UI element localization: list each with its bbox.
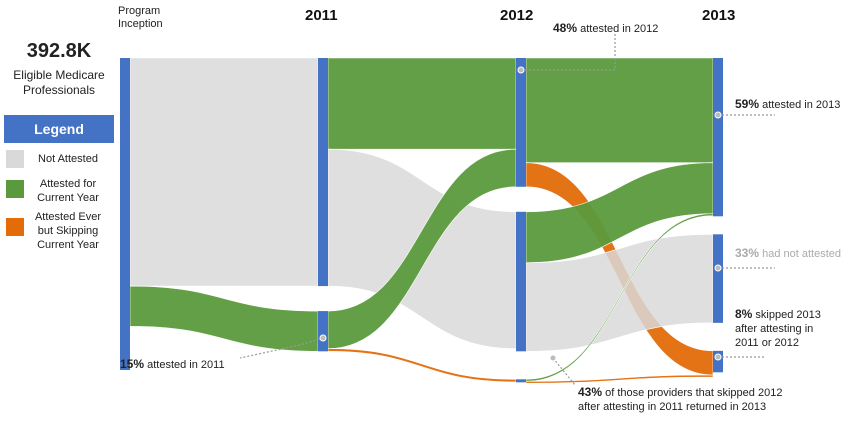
annotation-2013-not-attested-text: had not attested (762, 248, 841, 260)
annotation-2013-skipped-line2: after attesting in (735, 323, 814, 335)
sankey-link-1 (129, 285, 319, 352)
total-value: 392.8K (26, 40, 92, 62)
legend-label-not-attested-line1: Not Attested (38, 153, 98, 165)
leader-dot-2 (714, 111, 722, 119)
sankey-node-2011-att (318, 311, 328, 352)
annotation-2011: 15% attested in 2011 (120, 357, 225, 372)
stage-label-2011: 2011 (305, 7, 338, 24)
annotation-2013-not-attested: 33% had not attested (735, 246, 841, 261)
stage-label-inception-line2: Inception (118, 18, 163, 30)
annotation-2013-not-attested-pct: 33% (735, 246, 760, 260)
leader-line-0 (239, 337, 324, 359)
sankey-node-2013-att (713, 58, 723, 217)
annotation-2013-attested: 59% attested in 2013 (735, 97, 840, 112)
sankey-node-2013-not (713, 234, 723, 323)
annotation-2013-skipped: 8% skipped 2013 after attesting in 2011 … (735, 307, 821, 350)
legend-swatch-attested (6, 180, 24, 198)
stage-label-inception-line1: Program (118, 5, 161, 17)
leader-dot-4 (714, 353, 722, 361)
sankey-link-5 (327, 348, 517, 383)
stage-label-2013: 2013 (702, 7, 736, 24)
sankey-node-2013-skip (713, 350, 723, 373)
leader-line-1 (521, 34, 616, 71)
sankey-node-inception (120, 58, 130, 370)
stage-label-2012: 2012 (500, 7, 534, 24)
legend-label-skipped-line3: Current Year (37, 239, 99, 251)
annotation-2011-text: attested in 2011 (147, 359, 225, 371)
sankey-link-6 (525, 57, 714, 163)
leader-dot-3 (714, 264, 722, 272)
total-label-line2: Professionals (22, 83, 96, 97)
sankey-link-4 (327, 148, 517, 349)
legend-label-attested-line1: Attested for (39, 178, 97, 190)
legend-title: Legend (4, 115, 114, 143)
annotation-returned: 43% of those providers that skipped 2012… (578, 385, 782, 414)
leader-dot-0 (319, 334, 327, 342)
legend-label-skipped-line2: but Skipping (37, 225, 99, 237)
sankey-link-0 (129, 57, 319, 287)
sankey-link-11 (525, 374, 714, 384)
annotation-2012-pct: 48% (553, 21, 578, 35)
sankey-node-2012-not (516, 211, 526, 352)
annotation-2011-pct: 15% (120, 357, 145, 371)
legend-label-not-attested: Not Attested (28, 152, 108, 166)
annotation-2013-skipped-pct: 8% (735, 307, 753, 321)
annotation-2013-attested-text: attested in 2013 (762, 99, 841, 111)
stage-label-inception: Program Inception (118, 5, 163, 31)
sankey-node-2012-att (516, 58, 526, 187)
leader-line-5 (552, 357, 576, 386)
annotation-2012: 48% attested in 2012 (553, 21, 658, 36)
annotation-2012-text: attested in 2012 (580, 23, 659, 35)
total-label-line1: Eligible Medicare (13, 68, 105, 82)
legend-swatch-skipped (6, 218, 24, 236)
legend-label-attested: Attested for Current Year (28, 177, 108, 205)
legend-label-attested-line2: Current Year (37, 192, 99, 204)
annotation-returned-text: of those providers that skipped 2012 (605, 387, 783, 399)
annotation-2013-skipped-line3: 2011 or 2012 (735, 337, 800, 349)
sankey-node-2012-skip (516, 379, 526, 383)
annotation-returned-line2: after attesting in 2011 returned in 2013 (578, 401, 767, 413)
sankey-node-2011-not (318, 58, 328, 287)
legend-label-skipped-line1: Attested Ever (34, 211, 102, 223)
annotation-2013-attested-pct: 59% (735, 97, 760, 111)
leader-dot-5 (549, 354, 557, 362)
total-label: Eligible Medicare Professionals (0, 68, 118, 98)
leader-dot-1 (517, 66, 525, 74)
legend-label-skipped: Attested Ever but Skipping Current Year (28, 210, 108, 252)
legend-swatch-not-attested (6, 150, 24, 168)
annotation-2013-skipped-text: skipped 2013 (755, 309, 821, 321)
sankey-link-2 (327, 57, 517, 150)
annotation-returned-pct: 43% (578, 385, 603, 399)
